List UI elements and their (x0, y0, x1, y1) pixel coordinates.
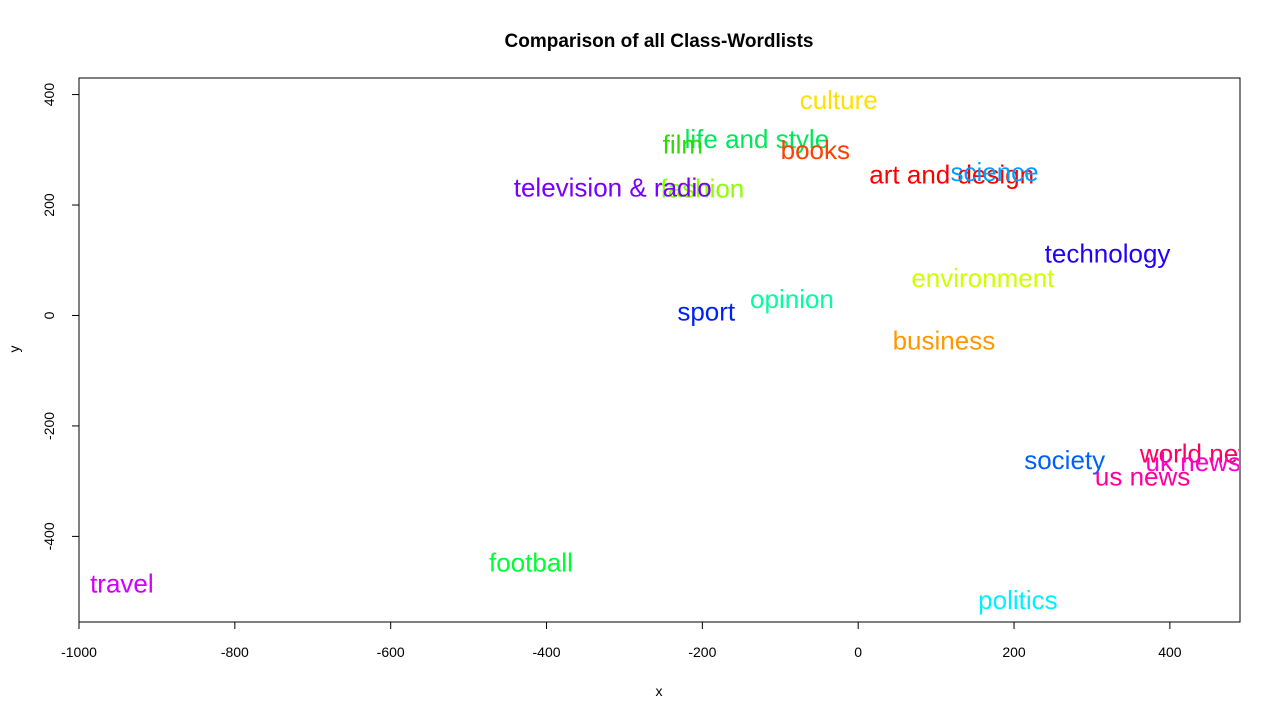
word-label: politics (978, 585, 1057, 615)
x-tick-label: -400 (533, 644, 561, 660)
x-tick-label: -200 (688, 644, 716, 660)
y-tick-label: -400 (41, 522, 57, 550)
x-tick-label: -800 (221, 644, 249, 660)
word-label: culture (800, 85, 878, 115)
y-tick-label: 200 (41, 193, 57, 217)
y-tick-label: 400 (41, 83, 57, 107)
word-label: travel (90, 568, 154, 598)
word-label: business (893, 325, 996, 355)
word-label: uk news (1146, 447, 1241, 477)
x-tick-label: -600 (377, 644, 405, 660)
word-label: fashion (660, 173, 744, 203)
y-axis: -400 -200 0 200 400 (41, 83, 80, 550)
word-label: technology (1045, 239, 1171, 269)
word-label: television & radio (514, 172, 712, 202)
x-axis: -1000 -800 -600 -400 -200 0 200 400 (61, 621, 1182, 660)
plot-area (78, 77, 1241, 623)
word-label: art and design (869, 160, 1034, 190)
x-tick-label: 0 (854, 644, 862, 660)
word-label: science (950, 157, 1038, 187)
word-label: environment (911, 263, 1055, 293)
x-tick-label: 200 (1002, 644, 1026, 660)
y-tick-label: 0 (41, 311, 57, 319)
word-label: books (781, 135, 850, 165)
word-label: society (1024, 445, 1105, 475)
chart-title: Comparison of all Class-Wordlists (505, 31, 814, 52)
word-label: football (489, 547, 573, 577)
word-label: sport (677, 297, 736, 327)
x-tick-label: -1000 (61, 644, 97, 660)
y-tick-label: -200 (41, 412, 57, 440)
word-label: world news (1139, 439, 1270, 469)
x-axis-label: x (656, 683, 663, 699)
x-tick-label: 400 (1158, 644, 1182, 660)
word-label: life and style (685, 124, 830, 154)
word-label: film (663, 129, 703, 159)
word-label: us news (1095, 462, 1190, 492)
y-axis-label: y (6, 346, 22, 353)
word-label: opinion (750, 284, 834, 314)
